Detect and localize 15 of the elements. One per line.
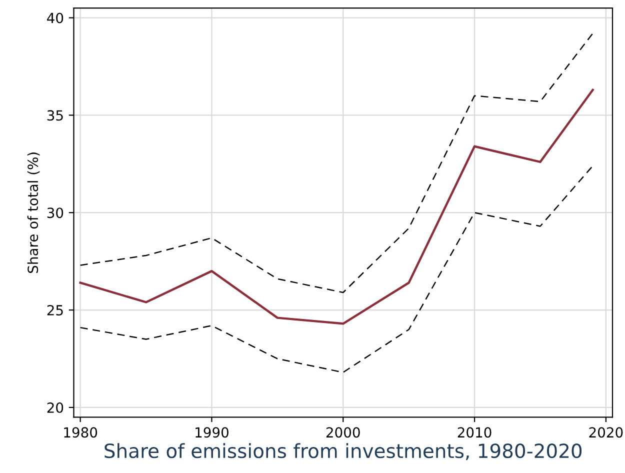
x-axis-title: Share of emissions from investments, 1980-2020	[104, 443, 582, 460]
y-tick-label: 20	[47, 402, 64, 413]
x-tick-label: 2020	[589, 427, 623, 438]
y-tick-label: 25	[47, 304, 63, 316]
y-axis-title: Share of total (%)	[27, 152, 40, 273]
x-tick-label: 1990	[196, 427, 228, 438]
y-tick-label: 35	[47, 110, 63, 121]
x-tick-label: 1980	[64, 427, 98, 438]
line-series	[80, 165, 594, 373]
y-tick-label: 40	[47, 12, 64, 24]
y-tick-label: 30	[47, 208, 64, 218]
x-tick-label: 2010	[458, 427, 492, 438]
line-series	[80, 32, 594, 294]
line-series	[79, 88, 594, 325]
x-tick-label: 2000	[326, 427, 360, 438]
